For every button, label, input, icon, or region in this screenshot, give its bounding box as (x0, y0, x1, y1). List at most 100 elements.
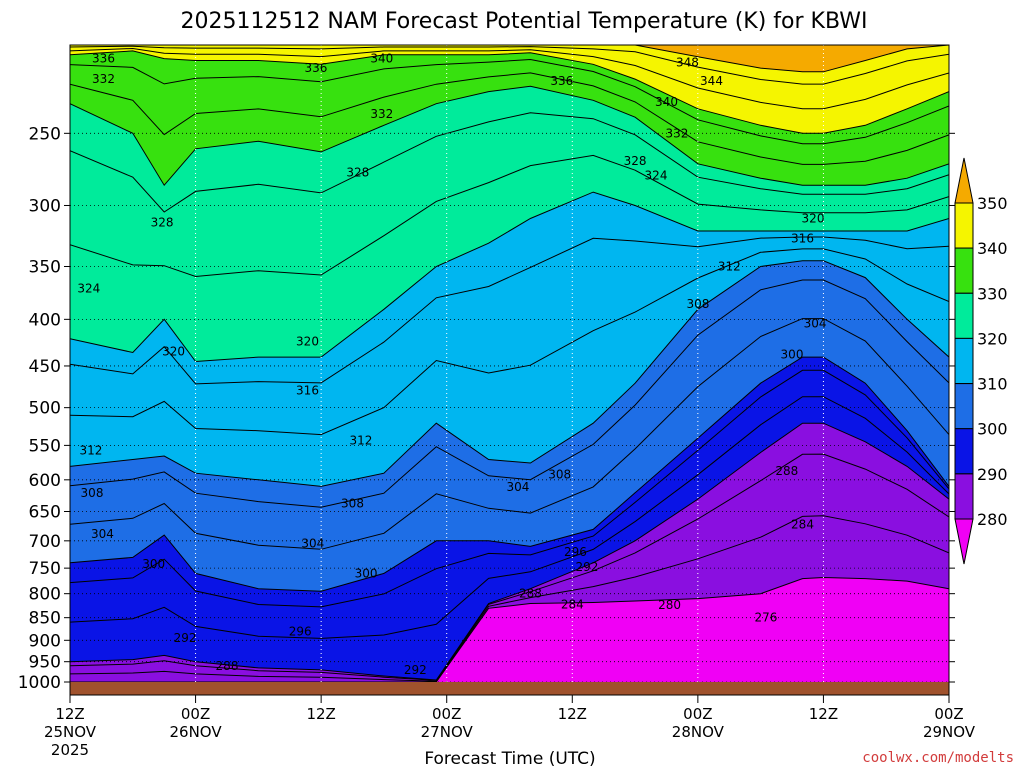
contour-line (70, 47, 949, 110)
y-tick-label: 550 (29, 436, 61, 456)
contour-label: 316 (296, 384, 319, 398)
colorbar-tick-label: 330 (977, 284, 1008, 303)
colorbar-top-arrow (954, 157, 974, 204)
plot-frame (69, 44, 950, 696)
y-tick-label: 800 (29, 585, 61, 605)
contour-label: 312 (79, 443, 102, 457)
x-tick-label: 12Z (306, 705, 335, 723)
contour-label: 328 (346, 166, 369, 180)
x-tick-label: 27NOV (421, 723, 474, 741)
y-tick-label: 500 (29, 399, 61, 419)
contour-labels: 3363323363403323283283243203203163123123… (77, 52, 826, 677)
contour-label: 332 (370, 107, 393, 121)
colorbar-tick-label: 290 (977, 465, 1008, 484)
contour-label: 336 (304, 61, 327, 75)
contour-label: 308 (341, 497, 364, 511)
credit-text: coolwx.com/modelts (862, 750, 1014, 766)
contour-label: 276 (754, 611, 777, 625)
y-tick-label: 400 (29, 310, 61, 330)
x-tick-label: 12Z (558, 705, 587, 723)
x-tick-label: 00Z (934, 705, 963, 723)
contour-label: 292 (174, 631, 197, 645)
contour-line (70, 248, 949, 436)
contour-label: 308 (81, 486, 104, 500)
contour-label: 304 (506, 480, 529, 494)
contour-label: 288 (216, 659, 239, 673)
contour-label: 312 (718, 260, 741, 274)
contour-label: 280 (658, 598, 681, 612)
y-tick-label: 250 (29, 124, 61, 144)
colorbar-segment (954, 202, 974, 249)
contour-label: 308 (686, 297, 709, 311)
contour-line (70, 112, 949, 213)
contour-label: 288 (775, 464, 798, 478)
x-tick-label: 28NOV (672, 723, 725, 741)
colorbar-tick-label: 320 (977, 329, 1008, 348)
colorbar-tick-label: 280 (977, 510, 1008, 529)
y-tick-label: 450 (29, 357, 61, 377)
contour-label: 288 (519, 587, 542, 601)
y-tick-label: 850 (29, 609, 61, 629)
x-tick-label: 00Z (181, 705, 210, 723)
contour-label: 300 (142, 557, 165, 571)
x-tick-label: 26NOV (170, 723, 223, 741)
y-tick-label: 1000 (18, 673, 61, 693)
contour-label: 332 (92, 72, 115, 86)
colorbar-tick-label: 310 (977, 375, 1008, 394)
x-tick-label: 29NOV (923, 723, 976, 741)
contour-label: 292 (575, 560, 598, 574)
contour-line (70, 58, 949, 145)
y-tick-label: 900 (29, 631, 61, 651)
contour-label: 304 (301, 537, 324, 551)
contour-label: 320 (296, 335, 319, 349)
contour-label: 308 (548, 468, 571, 482)
x-tick-label: 2025 (51, 741, 89, 759)
contour-label: 304 (91, 527, 114, 541)
colorbar: 350 340 330 320 310 300 290 280 (954, 157, 1008, 565)
contour-label: 344 (700, 74, 723, 88)
y-tick-label: 600 (29, 471, 61, 491)
x-axis-label: Forecast Time (UTC) (424, 749, 595, 768)
x-tick-label: 25NOV (44, 723, 97, 741)
y-tick-label: 300 (29, 197, 61, 217)
x-tick-label: 12Z (55, 705, 84, 723)
contour-label: 312 (349, 433, 372, 447)
ground-surface (70, 682, 949, 695)
contour-label: 300 (355, 566, 378, 580)
chart-title: 2025112512 NAM Forecast Potential Temper… (180, 9, 867, 34)
contour-label: 340 (370, 52, 393, 66)
colorbar-segment (954, 473, 974, 520)
y-tick-label: 950 (29, 653, 61, 673)
y-axis: 2503003504004505005506006507007508008509… (18, 124, 955, 693)
contour-label: 348 (676, 55, 699, 69)
plot-area: 3363323363403323283283243203203163123123… (69, 44, 950, 696)
y-tick-label: 650 (29, 503, 61, 523)
y-tick-label: 350 (29, 258, 61, 278)
color-bands (70, 45, 949, 682)
colorbar-bottom-arrow (954, 518, 974, 565)
contour-label: 316 (791, 231, 814, 245)
contour-label: 320 (802, 212, 825, 226)
colorbar-segment (954, 247, 974, 294)
colorbar-tick-label: 340 (977, 239, 1008, 258)
contour-label: 304 (804, 316, 827, 330)
contour-label: 324 (77, 282, 100, 296)
x-tick-label: 12Z (809, 705, 838, 723)
y-tick-label: 700 (29, 532, 61, 552)
contour-label: 340 (655, 95, 678, 109)
colorbar-segment (954, 383, 974, 430)
contour-label: 328 (151, 215, 174, 229)
contour-label: 296 (289, 624, 312, 638)
contour-label: 336 (92, 52, 115, 66)
colorbar-tick-label: 350 (977, 194, 1008, 213)
x-tick-label: 00Z (683, 705, 712, 723)
contour-label: 324 (645, 168, 668, 182)
contour-label: 332 (665, 126, 688, 140)
y-tick-label: 750 (29, 559, 61, 579)
contour-line (70, 154, 949, 278)
contour-label: 328 (624, 154, 647, 168)
contour-label: 284 (561, 597, 584, 611)
colorbar-segment (954, 337, 974, 384)
